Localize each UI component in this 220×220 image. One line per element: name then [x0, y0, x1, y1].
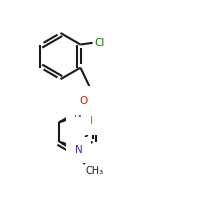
Text: Cl: Cl [95, 38, 105, 48]
Text: N: N [85, 116, 93, 126]
Text: N: N [75, 145, 82, 155]
Text: CH₃: CH₃ [86, 166, 104, 176]
Text: N: N [75, 109, 82, 119]
Text: O: O [79, 96, 87, 106]
